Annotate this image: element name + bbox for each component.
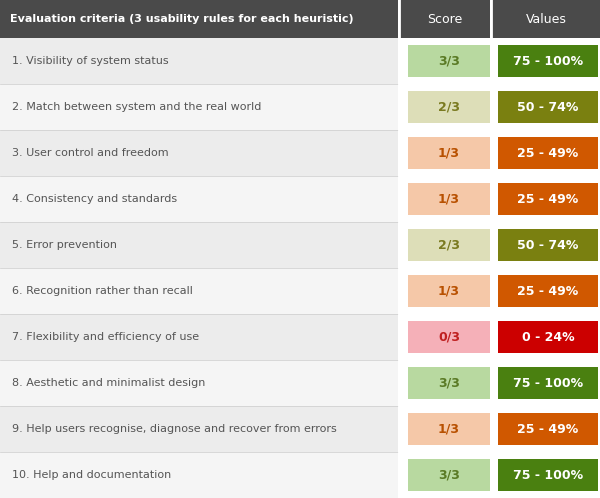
Bar xyxy=(0,360,398,406)
Bar xyxy=(498,275,598,307)
Bar xyxy=(0,38,398,84)
Bar xyxy=(0,130,398,176)
Bar xyxy=(400,84,492,130)
Text: 2/3: 2/3 xyxy=(438,239,460,251)
Bar xyxy=(492,84,600,130)
Bar xyxy=(498,367,598,399)
Bar xyxy=(492,38,600,84)
Bar xyxy=(492,268,600,314)
Bar xyxy=(0,314,398,360)
Bar xyxy=(0,84,398,130)
Bar xyxy=(492,452,600,498)
Text: 25 - 49%: 25 - 49% xyxy=(517,284,578,297)
Text: 25 - 49%: 25 - 49% xyxy=(517,193,578,206)
Bar xyxy=(0,0,600,38)
Text: 0 - 24%: 0 - 24% xyxy=(521,331,574,344)
Bar xyxy=(400,222,492,268)
Bar xyxy=(400,176,492,222)
Text: 4. Consistency and standards: 4. Consistency and standards xyxy=(12,194,177,204)
Bar xyxy=(400,130,492,176)
Text: 1/3: 1/3 xyxy=(438,146,460,159)
Text: 2. Match between system and the real world: 2. Match between system and the real wor… xyxy=(12,102,262,112)
Bar xyxy=(408,45,490,77)
Text: 50 - 74%: 50 - 74% xyxy=(517,239,578,251)
Text: 1. Visibility of system status: 1. Visibility of system status xyxy=(12,56,169,66)
Text: 9. Help users recognise, diagnose and recover from errors: 9. Help users recognise, diagnose and re… xyxy=(12,424,337,434)
Bar xyxy=(498,229,598,261)
Bar xyxy=(0,222,398,268)
Bar xyxy=(490,0,492,38)
Bar xyxy=(498,459,598,491)
Bar xyxy=(408,413,490,445)
Bar xyxy=(408,367,490,399)
Bar xyxy=(498,183,598,215)
Text: 8. Aesthetic and minimalist design: 8. Aesthetic and minimalist design xyxy=(12,378,205,388)
Bar xyxy=(492,176,600,222)
Bar xyxy=(0,452,398,498)
Text: Score: Score xyxy=(427,12,463,25)
Text: 6. Recognition rather than recall: 6. Recognition rather than recall xyxy=(12,286,193,296)
Bar xyxy=(400,38,492,84)
Text: 50 - 74%: 50 - 74% xyxy=(517,101,578,114)
Bar xyxy=(0,406,398,452)
Bar xyxy=(400,268,492,314)
Text: 3. User control and freedom: 3. User control and freedom xyxy=(12,148,169,158)
Text: 2/3: 2/3 xyxy=(438,101,460,114)
Bar xyxy=(498,321,598,353)
Text: 7. Flexibility and efficiency of use: 7. Flexibility and efficiency of use xyxy=(12,332,199,342)
Bar xyxy=(408,137,490,169)
Bar xyxy=(408,275,490,307)
Text: 75 - 100%: 75 - 100% xyxy=(513,54,583,68)
Text: 5. Error prevention: 5. Error prevention xyxy=(12,240,117,250)
Text: 75 - 100%: 75 - 100% xyxy=(513,376,583,389)
Bar xyxy=(408,459,490,491)
Bar xyxy=(492,222,600,268)
Bar xyxy=(400,314,492,360)
Bar xyxy=(492,360,600,406)
Text: 75 - 100%: 75 - 100% xyxy=(513,469,583,482)
Bar xyxy=(0,268,398,314)
Bar xyxy=(498,91,598,123)
Bar xyxy=(492,406,600,452)
Text: 3/3: 3/3 xyxy=(438,54,460,68)
Text: 3/3: 3/3 xyxy=(438,376,460,389)
Bar xyxy=(492,314,600,360)
Bar xyxy=(408,229,490,261)
Text: 25 - 49%: 25 - 49% xyxy=(517,422,578,435)
Text: Evaluation criteria (3 usability rules for each heuristic): Evaluation criteria (3 usability rules f… xyxy=(10,14,353,24)
Text: 1/3: 1/3 xyxy=(438,422,460,435)
Text: 10. Help and documentation: 10. Help and documentation xyxy=(12,470,171,480)
Text: 3/3: 3/3 xyxy=(438,469,460,482)
Bar xyxy=(408,183,490,215)
Bar xyxy=(400,360,492,406)
Bar xyxy=(400,452,492,498)
Bar xyxy=(498,413,598,445)
Bar xyxy=(492,130,600,176)
Text: Values: Values xyxy=(526,12,566,25)
Text: 0/3: 0/3 xyxy=(438,331,460,344)
Bar xyxy=(498,137,598,169)
Text: 1/3: 1/3 xyxy=(438,193,460,206)
Bar xyxy=(408,321,490,353)
Bar xyxy=(398,0,400,38)
Bar xyxy=(400,406,492,452)
Text: 25 - 49%: 25 - 49% xyxy=(517,146,578,159)
Bar xyxy=(0,176,398,222)
Bar xyxy=(408,91,490,123)
Bar xyxy=(498,45,598,77)
Text: 1/3: 1/3 xyxy=(438,284,460,297)
